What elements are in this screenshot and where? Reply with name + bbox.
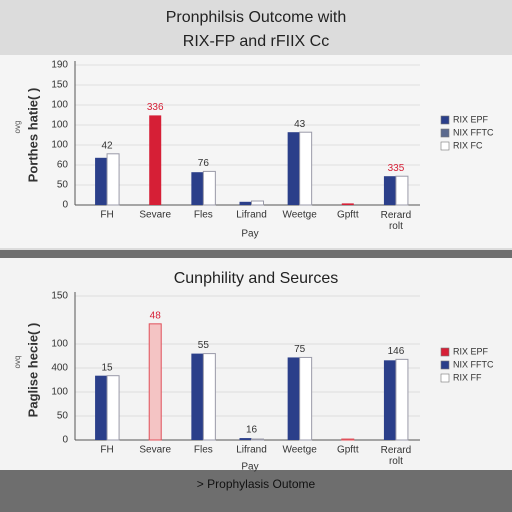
- x-tick-label: Gpftt: [337, 445, 359, 456]
- y-tick-label: 50: [57, 411, 69, 422]
- data-annotation: 55: [198, 340, 210, 351]
- x-tick-label: Weetge: [282, 210, 317, 221]
- y-tick-label: 0: [62, 435, 68, 446]
- y-tick-label: 150: [51, 291, 68, 302]
- y-axis-label: Porthes hatie( ): [25, 88, 40, 183]
- bar: [395, 175, 409, 206]
- data-annotation: 15: [102, 362, 114, 373]
- bar: [251, 200, 264, 206]
- bar: [191, 172, 204, 205]
- y-axis-label: Paglise hecie( ): [25, 323, 40, 418]
- bar: [287, 357, 300, 440]
- x-tick-label: Fles: [194, 445, 213, 456]
- x-axis-label: Pay: [241, 462, 258, 473]
- x-tick-label-line: Rerard: [381, 210, 412, 221]
- legend-label: NIX FFTC: [453, 359, 494, 369]
- y-tick-label: 0: [62, 200, 68, 211]
- x-tick-label-line: rolt: [389, 456, 403, 467]
- x-tick-label: Lifrand: [236, 445, 267, 456]
- data-annotation: 16: [246, 425, 258, 436]
- bar: [341, 203, 354, 205]
- legend-swatch: [440, 128, 450, 138]
- y-tick-label: 50: [57, 180, 69, 191]
- x-tick-label: Lifrand: [236, 210, 267, 221]
- legend-swatch: [440, 347, 450, 357]
- bar: [106, 375, 120, 441]
- bar: [251, 438, 264, 441]
- x-tick-label: Weetge: [282, 445, 317, 456]
- bar: [191, 353, 204, 440]
- legend-label: RIX EPF: [453, 114, 489, 124]
- bar: [239, 201, 252, 205]
- legend-label: RIX EPF: [453, 346, 489, 356]
- bar: [106, 153, 120, 206]
- x-tick-label: Rerard rolt: [381, 210, 412, 232]
- data-annotation: 42: [102, 140, 114, 151]
- bar: [299, 131, 313, 206]
- bar: [383, 360, 396, 440]
- y-tick-label: 400: [51, 363, 68, 374]
- bar: [148, 323, 162, 441]
- bar: [149, 115, 162, 205]
- x-tick-label-line: Rerard: [381, 445, 412, 456]
- y-tick-label: 100: [51, 140, 68, 151]
- data-annotation: 75: [294, 344, 306, 355]
- x-tick-label-line: rolt: [389, 221, 403, 232]
- bar: [202, 353, 216, 441]
- y-axis-note: ovq: [13, 356, 22, 369]
- x-tick-label: Rerard rolt: [381, 445, 412, 467]
- legend-swatch: [440, 115, 450, 125]
- data-annotation: 146: [388, 346, 405, 357]
- y-axis-note: ovg: [13, 121, 22, 134]
- bar: [395, 358, 409, 441]
- data-annotation: 76: [198, 158, 210, 169]
- bar: [299, 356, 313, 441]
- bar: [341, 438, 355, 441]
- footer: > Prophylasis Outome: [197, 477, 316, 491]
- chart-title: RIX-FP and rFIIX Cc: [183, 33, 329, 50]
- x-axis-label: Pay: [241, 229, 258, 240]
- y-tick-label: 60: [57, 160, 69, 171]
- x-tick-label: Fles: [194, 210, 213, 221]
- y-tick-label: 100: [51, 339, 68, 350]
- x-tick-label: Sevare: [139, 210, 171, 221]
- bar: [95, 157, 108, 205]
- legend-label: NIX FFTC: [453, 127, 494, 137]
- legend-label: RIX FF: [453, 372, 482, 382]
- y-tick-label: 100: [51, 120, 68, 131]
- top-plot-panel: [0, 55, 512, 248]
- bottom-panel: [0, 258, 512, 470]
- chart-title: Pronphilsis Outcome with: [166, 9, 347, 26]
- legend-swatch: [440, 373, 450, 383]
- y-tick-label: 150: [51, 80, 68, 91]
- bar: [95, 375, 108, 440]
- y-tick-label: 190: [51, 60, 68, 71]
- legend-swatch: [440, 360, 450, 370]
- y-tick-label: 100: [51, 387, 68, 398]
- x-tick-label: Gpftt: [337, 210, 359, 221]
- y-tick-label: 100: [51, 100, 68, 111]
- bar: [383, 176, 396, 205]
- data-annotation: 43: [294, 119, 306, 130]
- chart-title: Cunphility and Seurces: [174, 270, 339, 287]
- bar: [239, 438, 252, 440]
- data-annotation: 48: [150, 310, 162, 321]
- x-tick-label: FH: [100, 445, 113, 456]
- legend-label: RIX FC: [453, 140, 483, 150]
- data-annotation: 336: [147, 102, 164, 113]
- x-tick-label: Sevare: [139, 445, 171, 456]
- legend-swatch: [440, 141, 450, 151]
- bar: [202, 170, 216, 206]
- data-annotation: 335: [388, 163, 405, 174]
- bar: [287, 132, 300, 205]
- x-tick-label: FH: [100, 210, 113, 221]
